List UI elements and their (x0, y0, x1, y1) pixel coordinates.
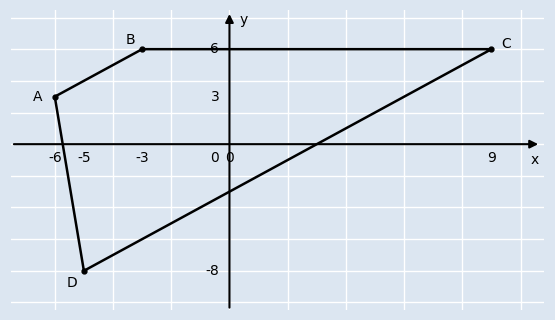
Text: x: x (531, 153, 539, 167)
Text: B: B (125, 33, 135, 47)
Text: y: y (240, 13, 248, 27)
Text: C: C (501, 37, 511, 52)
Text: 0: 0 (225, 150, 234, 164)
Text: 0: 0 (210, 150, 219, 164)
Text: -6: -6 (48, 150, 62, 164)
Text: D: D (67, 276, 78, 291)
Text: A: A (33, 90, 42, 104)
Text: -8: -8 (205, 264, 219, 278)
Text: -5: -5 (77, 150, 90, 164)
Text: 6: 6 (210, 42, 219, 56)
Text: 9: 9 (487, 150, 496, 164)
Text: -3: -3 (135, 150, 149, 164)
Text: 3: 3 (210, 90, 219, 104)
